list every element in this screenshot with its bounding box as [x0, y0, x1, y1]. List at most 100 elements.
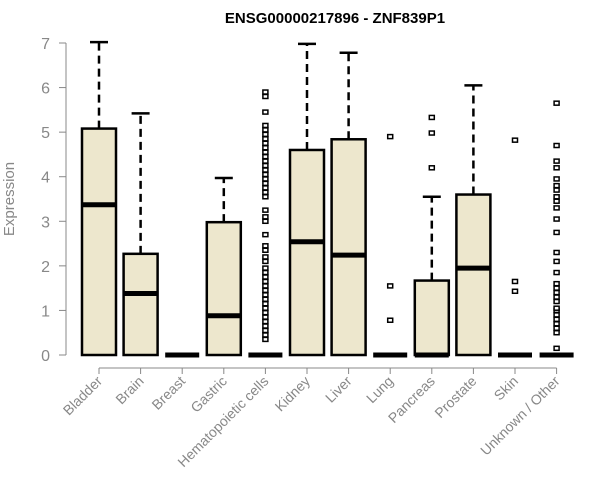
outlier-point [262, 162, 269, 169]
outlier-point [553, 321, 560, 327]
outlier-point [262, 283, 269, 289]
box-group [373, 133, 408, 358]
outlier-point [262, 309, 269, 316]
outlier-point [262, 207, 269, 213]
outlier-point [553, 216, 560, 222]
outlier-point [386, 317, 394, 323]
box [205, 220, 243, 357]
outlier-point [553, 229, 560, 236]
y-tick-label: 6 [41, 81, 50, 98]
box-group [288, 42, 326, 357]
outlier-point [262, 214, 269, 220]
outlier-point [553, 165, 560, 171]
y-tick-label: 5 [41, 125, 50, 142]
outlier-point [386, 133, 394, 140]
x-tick-label: Lung [363, 373, 396, 406]
outlier-point [553, 289, 560, 296]
outlier-point [262, 158, 269, 164]
outlier-point [262, 144, 269, 151]
x-tick-label: Liver [322, 373, 355, 406]
outlier-point [262, 180, 269, 187]
outlier-point [553, 294, 560, 300]
outlier-point [262, 314, 269, 320]
y-tick-label: 3 [41, 214, 50, 231]
outlier-point [262, 323, 269, 329]
outlier-point [386, 283, 394, 289]
outlier-point [553, 258, 560, 265]
x-tick-label: Prostate [431, 373, 479, 421]
box-group [122, 112, 159, 357]
x-tick-label: Skin [491, 373, 522, 404]
box [330, 138, 367, 357]
outlier-point [262, 167, 269, 173]
outlier-point [262, 140, 269, 147]
outlier-point [553, 329, 560, 336]
outlier-point [262, 265, 269, 271]
y-tick-label: 4 [41, 170, 50, 187]
outlier-point [511, 288, 519, 295]
outlier-point [262, 189, 269, 196]
x-tick-label: Breast [148, 373, 188, 413]
y-tick-label: 7 [41, 36, 50, 53]
outlier-point [262, 269, 269, 276]
outlier-point [553, 176, 560, 182]
outlier-point [262, 336, 269, 343]
outlier-point [262, 89, 269, 95]
y-tick-label: 1 [41, 303, 50, 320]
outlier-point [553, 100, 560, 106]
outlier-point [262, 136, 269, 142]
box-group [248, 89, 283, 358]
outlier-point [262, 332, 269, 338]
outlier-point [262, 243, 269, 249]
outlier-point [262, 258, 269, 265]
outlier-point [553, 269, 560, 276]
outlier-point [262, 278, 269, 285]
x-tick-label: Brain [112, 373, 146, 407]
box [413, 279, 451, 357]
outlier-point [262, 185, 269, 191]
outlier-point [428, 114, 436, 121]
box-group [455, 84, 492, 357]
box-group [80, 40, 118, 357]
outlier-point [262, 109, 269, 115]
outlier-point [262, 131, 269, 138]
outlier-point [511, 137, 519, 143]
outlier-point [428, 165, 436, 171]
y-tick-label: 2 [41, 259, 50, 276]
outlier-point [553, 312, 560, 318]
outlier-point [553, 187, 560, 193]
outlier-point [553, 205, 560, 211]
outlier-point [262, 231, 269, 238]
outlier-point [553, 316, 560, 323]
box-group [539, 100, 574, 358]
outlier-point [553, 280, 560, 287]
outlier-point [262, 149, 269, 155]
outlier-point [262, 305, 269, 311]
outlier-point [262, 292, 269, 298]
outlier-point [553, 249, 560, 256]
outlier-point [262, 122, 269, 129]
outlier-point [262, 300, 269, 307]
outlier-point [262, 194, 269, 200]
outlier-point [553, 158, 560, 164]
box-group [498, 137, 532, 358]
box [80, 127, 118, 357]
outlier-point [262, 171, 269, 178]
box [122, 252, 159, 357]
x-tick-label: Bladder [60, 373, 106, 419]
outlier-point [262, 93, 269, 100]
outlier-point [553, 285, 560, 291]
outlier-point [262, 296, 269, 303]
box-group [205, 176, 243, 357]
outlier-point [262, 176, 269, 182]
outlier-point [553, 325, 560, 332]
outlier-point [262, 287, 269, 294]
outlier-point [262, 127, 269, 133]
box-group [413, 114, 451, 358]
y-tick-label: 0 [41, 348, 50, 365]
outlier-point [262, 274, 269, 280]
x-tick-label: Kidney [272, 373, 314, 415]
outlier-point [553, 198, 560, 204]
